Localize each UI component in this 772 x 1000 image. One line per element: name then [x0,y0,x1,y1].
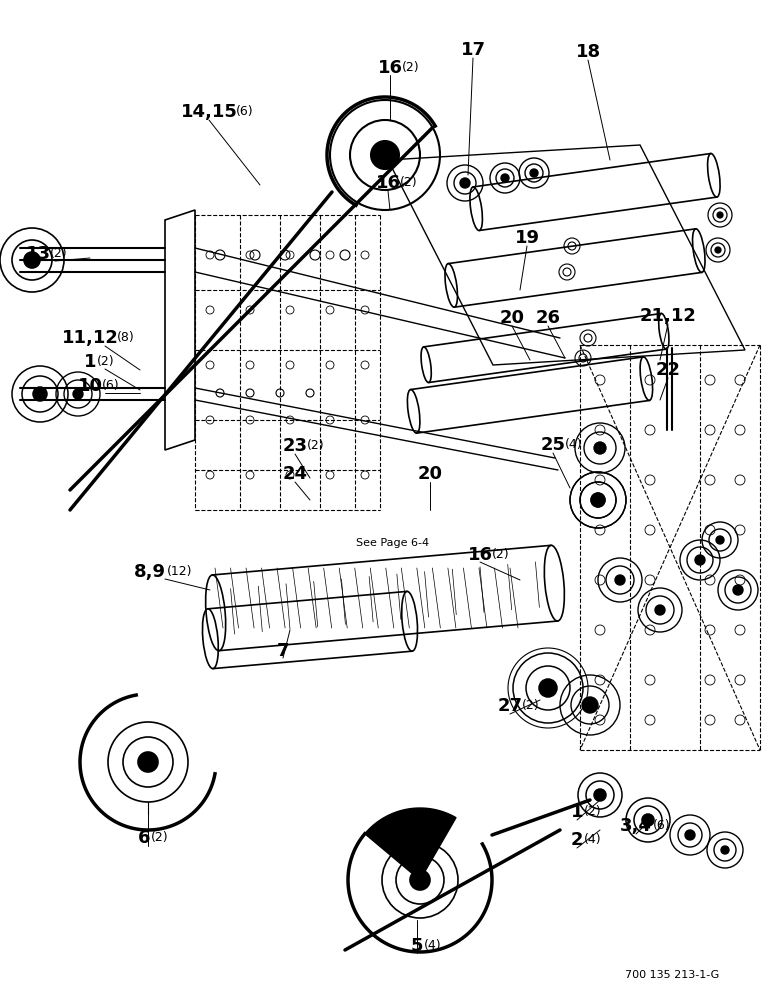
Text: (4): (4) [565,438,583,451]
Text: 17: 17 [461,41,486,59]
Circle shape [655,605,665,615]
Text: 700 135 213-1-G: 700 135 213-1-G [625,970,720,980]
Text: 2: 2 [571,831,584,849]
Circle shape [721,846,729,854]
Text: 1: 1 [571,803,584,821]
Text: (6): (6) [102,379,120,392]
Text: (2): (2) [492,548,510,561]
Text: 1: 1 [83,353,96,371]
Text: 20: 20 [418,465,442,483]
Text: (4): (4) [584,833,601,846]
Text: 10: 10 [77,377,103,395]
Circle shape [591,493,605,507]
Circle shape [685,830,695,840]
Text: (2): (2) [307,439,324,452]
Text: (2): (2) [400,176,418,189]
Text: 11,12: 11,12 [62,329,118,347]
Text: 27: 27 [497,697,523,715]
Circle shape [591,493,605,507]
Text: (6): (6) [235,105,253,118]
Circle shape [642,814,654,826]
Circle shape [24,252,40,268]
Circle shape [410,870,430,890]
Circle shape [73,389,83,399]
Circle shape [501,174,509,182]
Text: (6): (6) [653,819,670,832]
Text: 21,12: 21,12 [639,307,696,325]
Text: 7: 7 [276,642,290,660]
Text: (2): (2) [97,355,114,368]
Text: (2): (2) [402,61,419,74]
Circle shape [33,387,47,401]
Circle shape [615,575,625,585]
Text: (2): (2) [584,805,601,818]
Circle shape [138,752,158,772]
Text: 19: 19 [514,229,540,247]
Text: 24: 24 [283,465,307,483]
Circle shape [530,169,538,177]
Circle shape [715,247,721,253]
Text: 14,15: 14,15 [181,103,238,121]
Circle shape [582,697,598,713]
Text: 3,4: 3,4 [620,817,652,835]
Circle shape [594,789,606,801]
Text: (12): (12) [167,565,192,578]
Text: See Page 6-4: See Page 6-4 [357,538,429,548]
Circle shape [371,141,399,169]
Text: (2): (2) [522,699,540,712]
Circle shape [594,442,606,454]
Text: 22: 22 [655,361,680,379]
Text: 23: 23 [283,437,307,455]
Text: 13: 13 [25,245,50,263]
Circle shape [460,178,470,188]
Text: (2): (2) [50,247,67,260]
Text: (4): (4) [424,939,442,952]
Text: 16: 16 [378,59,402,77]
Text: 16: 16 [468,546,493,564]
Text: 18: 18 [575,43,601,61]
Circle shape [717,212,723,218]
Circle shape [733,585,743,595]
Circle shape [539,679,557,697]
Text: 25: 25 [540,436,566,454]
Text: (2): (2) [151,831,168,844]
Circle shape [716,536,724,544]
Text: 5: 5 [411,937,423,955]
Text: 26: 26 [536,309,560,327]
Text: 6: 6 [137,829,151,847]
Text: 20: 20 [499,309,524,327]
Text: 16: 16 [375,174,401,192]
Circle shape [695,555,705,565]
Polygon shape [365,808,456,880]
Text: (8): (8) [117,331,134,344]
Text: 8,9: 8,9 [134,563,166,581]
